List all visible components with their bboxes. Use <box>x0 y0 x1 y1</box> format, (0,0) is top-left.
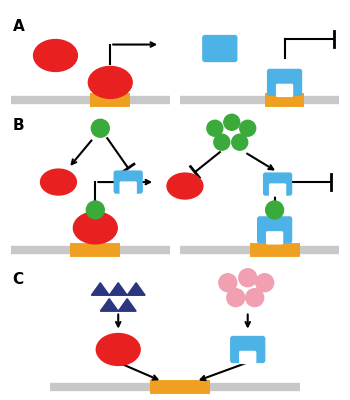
FancyBboxPatch shape <box>114 171 142 193</box>
Circle shape <box>256 274 274 292</box>
Polygon shape <box>100 299 118 311</box>
Polygon shape <box>118 299 136 311</box>
Circle shape <box>224 114 240 130</box>
Ellipse shape <box>88 66 132 98</box>
FancyBboxPatch shape <box>268 70 301 95</box>
FancyBboxPatch shape <box>264 173 292 195</box>
Circle shape <box>86 201 104 219</box>
Ellipse shape <box>41 169 76 195</box>
Polygon shape <box>91 283 109 295</box>
FancyBboxPatch shape <box>270 184 286 196</box>
Circle shape <box>219 274 237 292</box>
Text: C: C <box>13 272 24 287</box>
Ellipse shape <box>167 173 203 199</box>
Circle shape <box>227 289 245 307</box>
FancyBboxPatch shape <box>267 232 282 244</box>
Circle shape <box>240 120 256 136</box>
Circle shape <box>266 201 284 219</box>
Circle shape <box>246 289 264 307</box>
FancyBboxPatch shape <box>276 84 293 96</box>
Text: A: A <box>13 19 25 34</box>
Circle shape <box>214 134 230 150</box>
FancyBboxPatch shape <box>231 336 265 362</box>
Text: B: B <box>13 118 24 133</box>
FancyBboxPatch shape <box>120 182 136 194</box>
Circle shape <box>232 134 248 150</box>
Ellipse shape <box>74 212 117 244</box>
Circle shape <box>239 269 257 287</box>
Ellipse shape <box>96 334 140 366</box>
Ellipse shape <box>34 40 77 72</box>
Polygon shape <box>127 283 145 295</box>
FancyBboxPatch shape <box>240 352 256 364</box>
Polygon shape <box>109 283 127 295</box>
FancyBboxPatch shape <box>258 217 292 243</box>
FancyBboxPatch shape <box>203 36 237 62</box>
Circle shape <box>207 120 223 136</box>
Circle shape <box>91 119 109 137</box>
